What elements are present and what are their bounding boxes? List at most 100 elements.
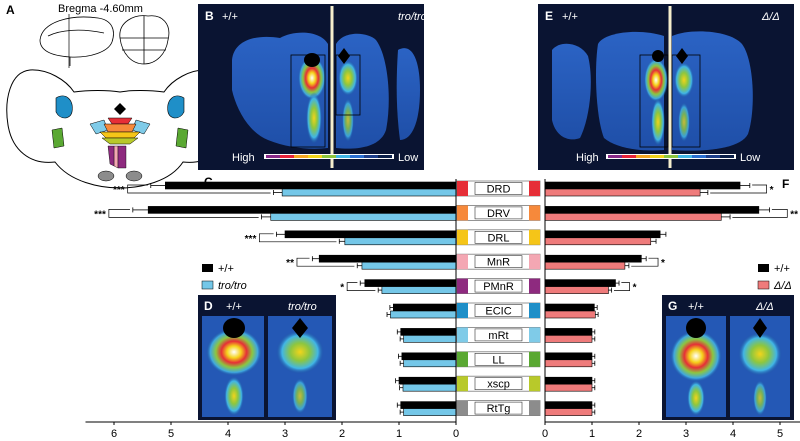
scan-aqueduct	[676, 48, 688, 64]
scan-roi-box	[639, 54, 669, 148]
scan-hotspot	[298, 56, 326, 100]
region-xscp	[101, 137, 139, 145]
region-text-box	[474, 328, 523, 342]
x-tick-label: 1	[589, 428, 595, 440]
x-tick-label: 0	[542, 428, 548, 440]
bar-control	[392, 303, 457, 312]
scan-aqueduct	[338, 48, 350, 64]
region-text-box	[474, 304, 523, 317]
region-color-swatch	[529, 254, 540, 270]
significance-bracket	[108, 209, 259, 218]
panel-e-right-genotype: Δ/Δ	[761, 11, 780, 23]
significance-label: *	[340, 283, 344, 294]
significance-label: *	[661, 258, 665, 269]
region-text-box	[474, 255, 523, 268]
x-tick-label: 2	[339, 428, 345, 440]
panel-g-right-genotype: Δ/Δ	[755, 301, 774, 313]
region-rttg-right	[125, 170, 143, 182]
region-label: RtTg	[487, 403, 511, 415]
scan-roi-box	[335, 54, 361, 116]
bar-control	[364, 279, 457, 287]
bar-mutant	[544, 408, 593, 416]
bar-mutant	[544, 188, 701, 197]
scan-tissue	[596, 31, 664, 151]
region-text-box	[474, 182, 523, 195]
bar-mutant	[544, 237, 652, 246]
region-drl	[103, 123, 137, 133]
panel-b-right-genotype: tro/tro	[398, 11, 427, 23]
panel-d-zoom: D +/+ tro/tro	[198, 295, 336, 420]
scale-color-segment	[308, 155, 322, 158]
scan-hotspot	[651, 98, 665, 146]
region-label: mRt	[488, 330, 508, 342]
scale-color-segment	[720, 155, 734, 158]
significance-bracket	[631, 257, 659, 267]
scan-aqueduct	[652, 50, 664, 62]
sagittal-brain-sketch	[39, 14, 114, 68]
significance-label: ***	[113, 185, 125, 196]
scan-tissue	[552, 43, 591, 140]
bar-mutant	[390, 310, 457, 319]
scale-color-segment	[692, 155, 706, 158]
bar-control	[401, 352, 457, 361]
legend-f-control-label: +/+	[774, 263, 790, 275]
scale-color-segment	[650, 155, 664, 158]
legend-f-mutant-label: Δ/Δ	[773, 280, 792, 292]
chart-f-marks: *****0 1 2 3 4 5	[542, 179, 800, 440]
scale-low-label: Low	[398, 152, 418, 164]
scale-color-segment	[364, 155, 378, 158]
legend-c-mutant-label: tro/tro	[218, 280, 247, 292]
bar-mutant	[381, 286, 457, 294]
scan-hotspot	[306, 92, 322, 144]
bar-control	[544, 181, 741, 190]
scan-hotspot	[342, 98, 354, 142]
bar-mutant	[402, 383, 457, 392]
zoom-aqueduct	[292, 318, 308, 338]
panel-e-scan: E +/+ Δ/Δ High Low	[538, 4, 794, 170]
region-text-box	[474, 401, 523, 415]
significance-label: ***	[94, 209, 106, 220]
panel-letter-g: G	[668, 299, 677, 313]
scale-color-segment	[336, 155, 350, 158]
scale-color-segment	[706, 155, 720, 158]
region-drd	[107, 117, 133, 125]
region-labels: DRD DRV DRL MnR PMnR ECIC mRt LL xscp RtTg	[456, 180, 541, 417]
significance-bracket	[613, 282, 630, 291]
region-color-swatch	[529, 303, 540, 318]
bar-control	[147, 206, 457, 214]
legend-f-mutant-swatch	[757, 280, 770, 290]
bar-mutant	[544, 261, 626, 270]
chart-c-marks: ************6 5 4 3 2 1 0	[85, 179, 459, 440]
region-color-swatch	[457, 400, 468, 416]
bar-control	[318, 254, 457, 263]
bar-mutant	[544, 359, 593, 368]
region-label: DRL	[487, 232, 509, 244]
bar-mutant	[403, 408, 457, 416]
panel-letter-e: E	[545, 9, 553, 23]
region-color-swatch	[457, 303, 468, 318]
bar-control	[544, 328, 593, 336]
region-color-swatch	[457, 229, 468, 245]
scale-color-segment	[622, 155, 636, 158]
scale-low-label: Low	[740, 152, 760, 164]
scale-color-segment	[280, 155, 294, 158]
x-tick-label: 0	[453, 428, 459, 440]
region-text-box	[474, 377, 523, 391]
significance-label: *	[633, 283, 637, 294]
bar-mutant	[403, 359, 457, 368]
zoom-aqueduct	[753, 318, 767, 338]
region-color-swatch	[529, 181, 540, 196]
bar-mutant	[403, 335, 457, 343]
scan-roi-box	[671, 54, 701, 148]
scan-hotspot	[678, 102, 690, 142]
bar-control	[544, 230, 661, 239]
significance-label: **	[286, 258, 294, 269]
region-pmnr	[117, 145, 127, 169]
region-color-swatch	[457, 181, 468, 196]
region-ll-left	[51, 127, 65, 149]
scan-tissue	[672, 31, 753, 151]
region-color-swatch	[529, 351, 540, 367]
scan-hotspot	[338, 60, 358, 96]
region-color-swatch	[529, 278, 540, 294]
bar-mutant	[361, 261, 457, 270]
